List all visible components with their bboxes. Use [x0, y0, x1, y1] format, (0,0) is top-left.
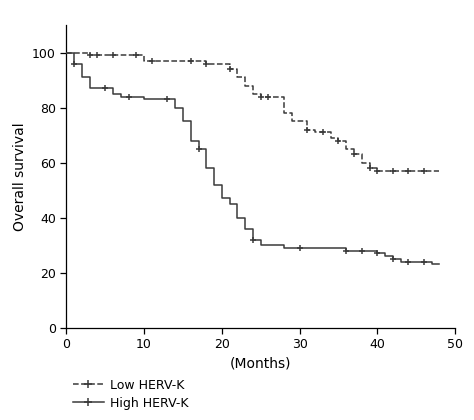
Y-axis label: Overall survival: Overall survival	[12, 122, 27, 231]
X-axis label: (Months): (Months)	[230, 357, 292, 370]
Legend: Low HERV-K, High HERV-K: Low HERV-K, High HERV-K	[73, 378, 189, 410]
